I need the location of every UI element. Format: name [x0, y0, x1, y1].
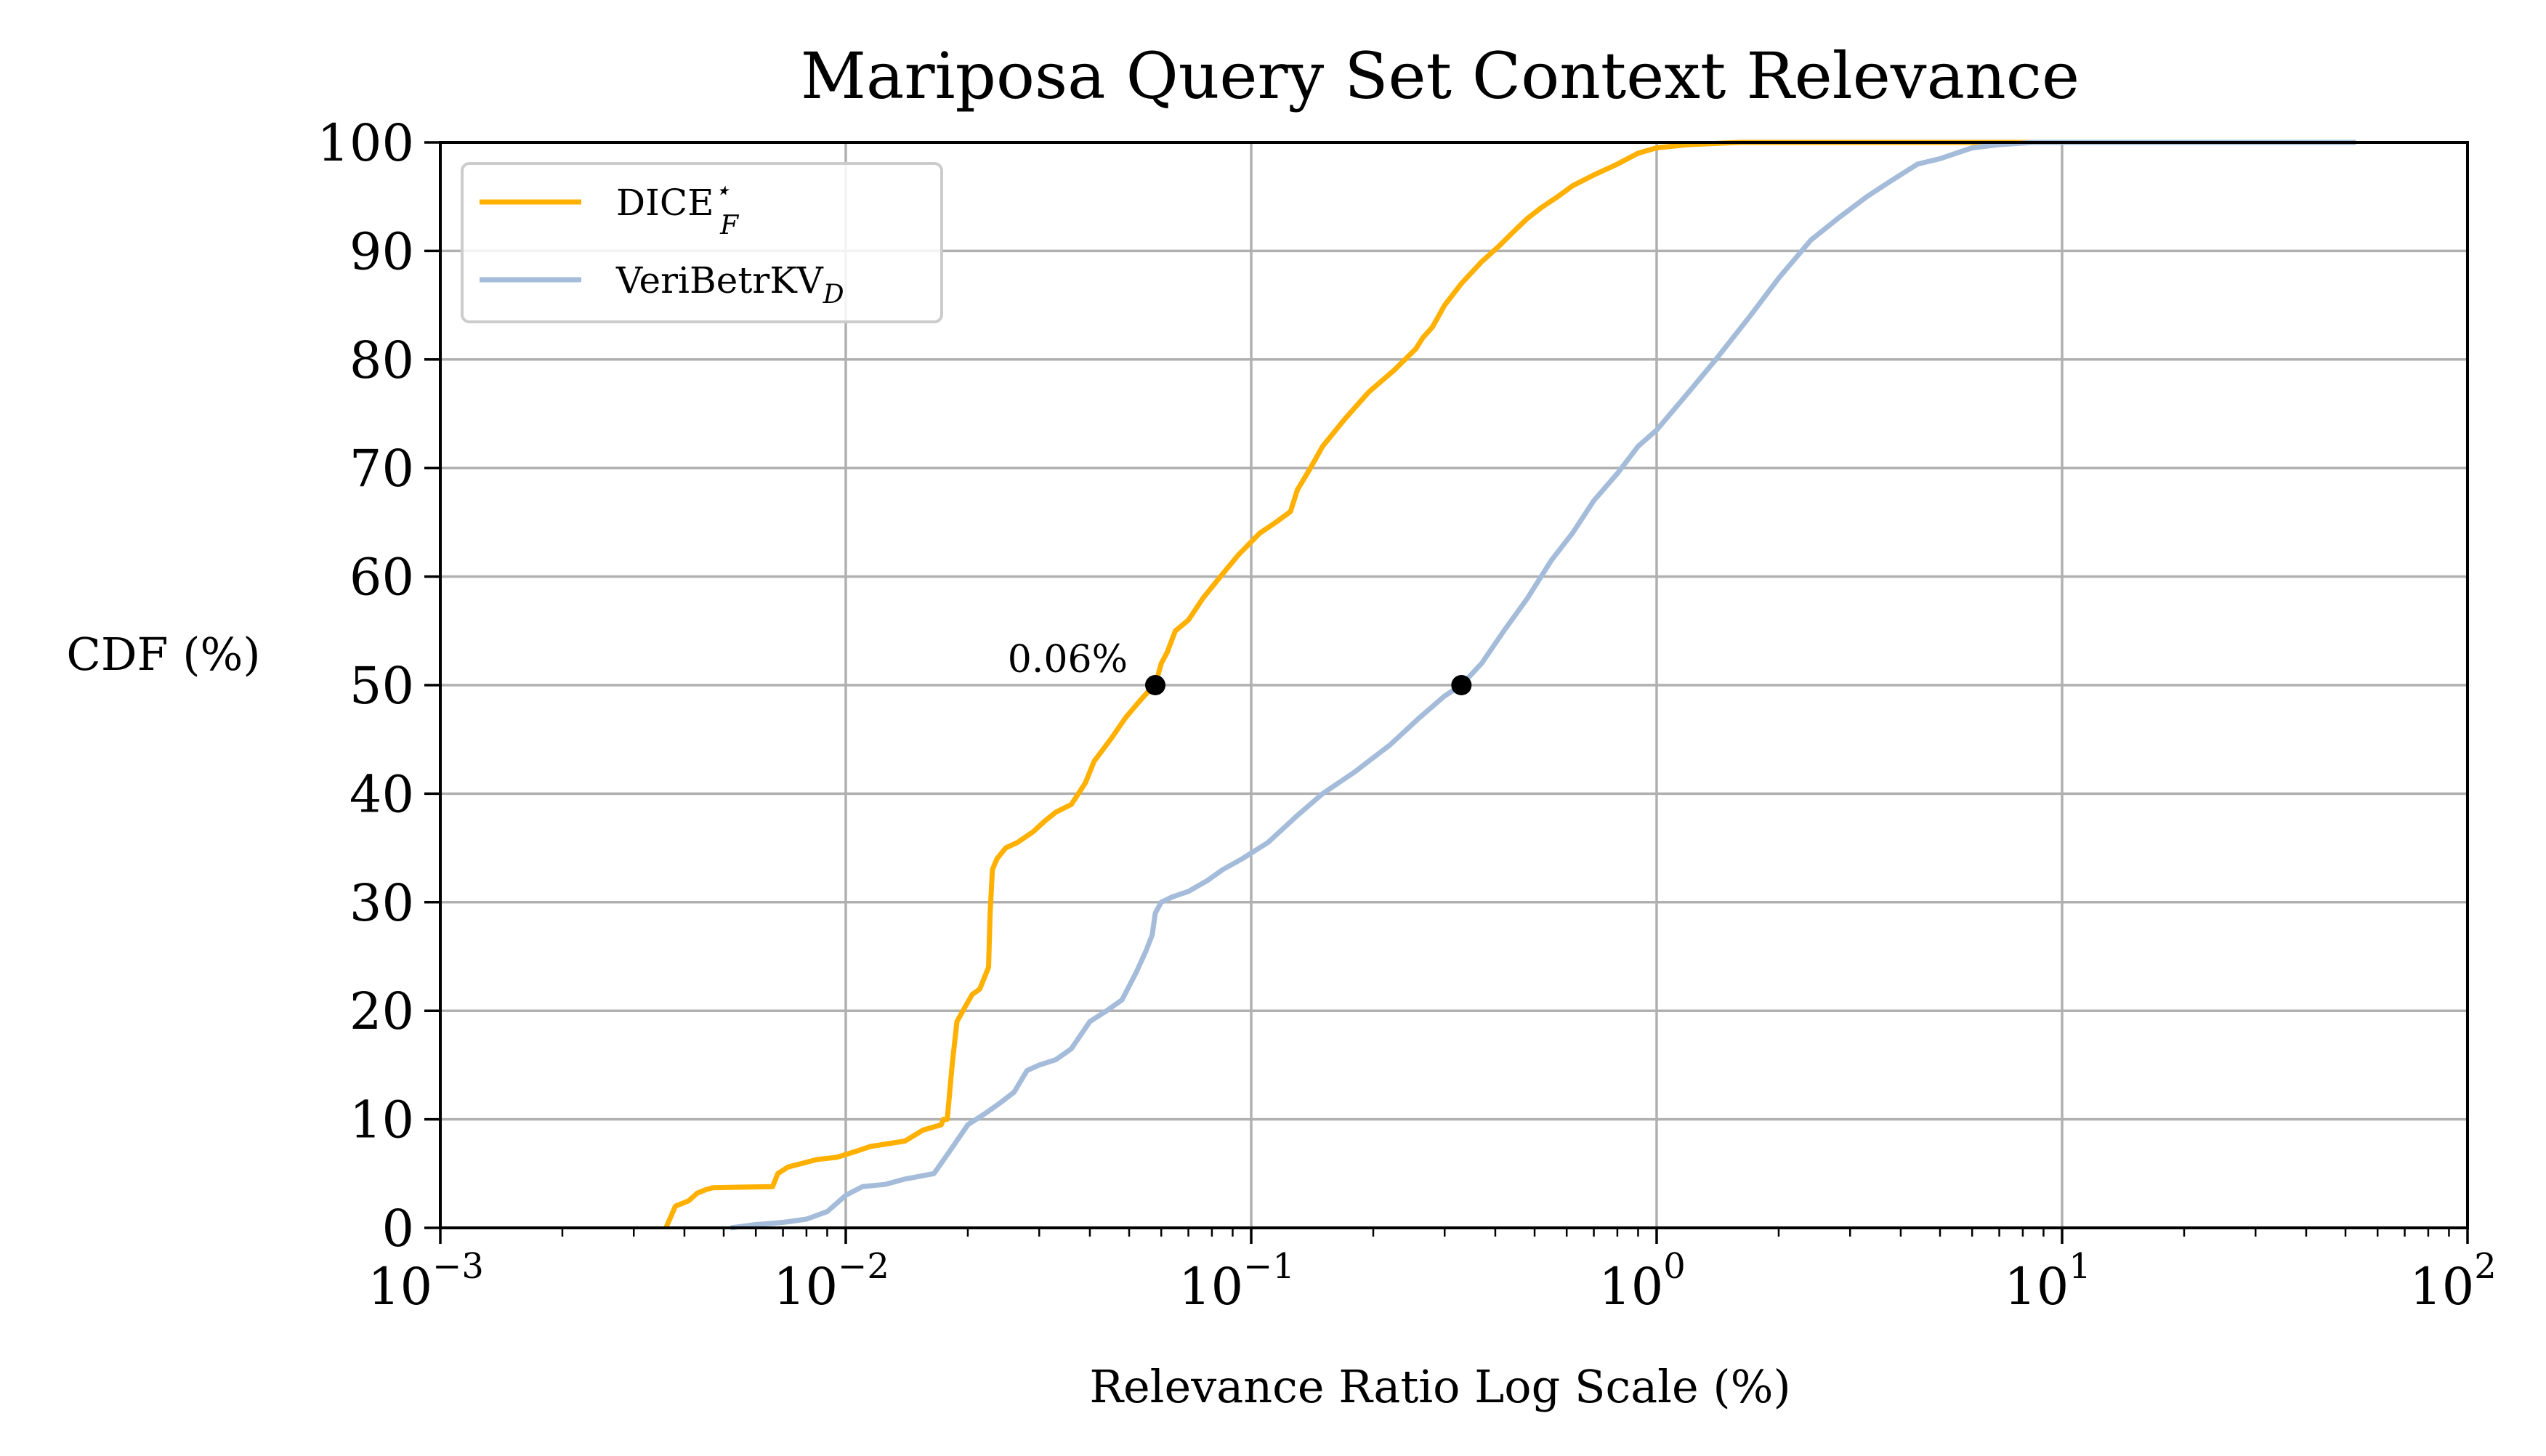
legend-sub-veribetrkv: D [823, 280, 844, 310]
x-tick-label: 102 [2409, 1246, 2497, 1317]
median-annotation: 0.06% [1008, 638, 1128, 682]
y-tick-label: 80 [349, 331, 414, 390]
x-tick-labels: 10−3 10−2 10−1 100 101 102 [368, 1246, 2497, 1317]
y-tick-label: 10 [349, 1091, 414, 1150]
chart-title: Mariposa Query Set Context Relevance [801, 39, 2080, 113]
marker-layer [1144, 675, 1472, 695]
legend-name-veribetrkv: VeriBetrKV [615, 259, 824, 302]
axes-layer [424, 141, 2469, 1244]
y-tick-labels: 0 10 20 30 40 50 60 70 80 90 100 [317, 113, 414, 1258]
series-line-1 [730, 139, 2356, 1231]
y-tick-label: 40 [349, 764, 414, 824]
y-tick-label: 90 [349, 222, 414, 281]
x-tick-label: 10−3 [368, 1246, 484, 1317]
legend-sub-dice: F [719, 211, 740, 240]
legend-label-veribetrkv: VeriBetrKVD [615, 259, 844, 310]
x-tick-label: 10−1 [1179, 1246, 1295, 1317]
x-tick-label: 10−2 [773, 1246, 889, 1317]
y-tick-label: 0 [381, 1199, 414, 1258]
y-tick-label: 20 [349, 982, 414, 1041]
legend: DICE⋆ F VeriBetrKVD [461, 162, 943, 323]
legend-name-dice: DICE [616, 182, 714, 224]
plot-frame [439, 141, 2469, 1229]
legend-frame [461, 162, 943, 323]
y-tick-label: 60 [349, 548, 414, 607]
y-tick-label: 50 [349, 656, 414, 716]
median-marker [1144, 675, 1165, 695]
x-tick-label: 100 [1599, 1246, 1686, 1317]
y-tick-label: 70 [349, 439, 414, 498]
x-axis-label: Relevance Ratio Log Scale (%) [1089, 1360, 1790, 1413]
legend-sup-dice: ⋆ [714, 176, 731, 206]
median-marker [1451, 675, 1472, 695]
y-axis-label: CDF (%) [66, 628, 260, 681]
legend-label-dice: DICE⋆ F [616, 176, 740, 240]
grid-layer [439, 141, 2469, 1229]
x-tick-label: 101 [2004, 1246, 2091, 1317]
y-tick-label: 30 [349, 873, 414, 933]
y-tick-label: 100 [317, 113, 414, 173]
